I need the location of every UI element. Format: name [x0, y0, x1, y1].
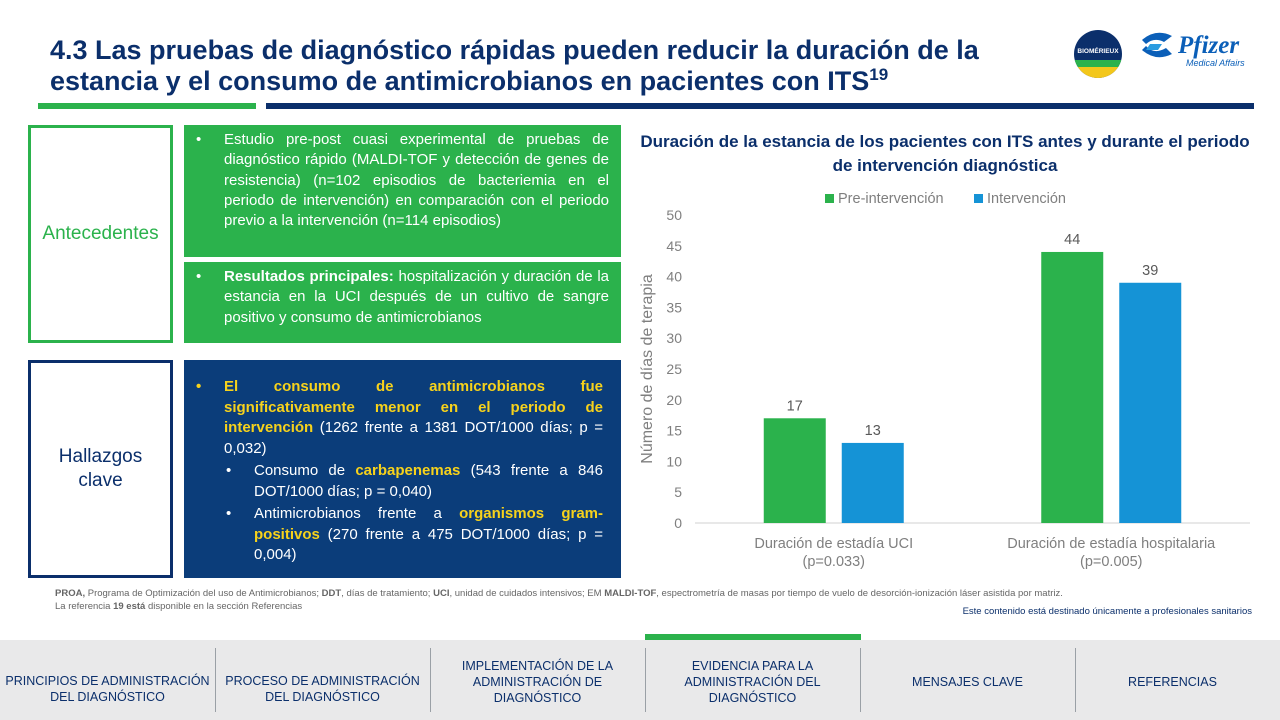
y-axis-label: Número de días de terapia — [639, 274, 656, 464]
y-tick-label: 25 — [666, 361, 682, 377]
disclaimer: Este contenido está destinado únicamente… — [962, 606, 1252, 617]
hallazgos-box: • El consumo de antimicrobianos fue sign… — [184, 360, 621, 578]
pfizer-logo-text: Pfizer — [1178, 32, 1240, 59]
footnote-fragment: , días de tratamiento; — [341, 588, 434, 599]
footnote: PROA, Programa de Optimización del uso d… — [55, 587, 1235, 613]
nav-item-implementacion[interactable]: IMPLEMENTACIÓN DE LA ADMINISTRACIÓN DE D… — [461, 659, 614, 705]
footnote-fragment: 19 está — [113, 601, 146, 612]
data-label: 13 — [865, 423, 881, 439]
footnote-fragment: UCI — [433, 588, 450, 599]
footnote-abbreviations: PROA, Programa de Optimización del uso d… — [55, 587, 1235, 600]
antecedentes-study-box: • Estudio pre-post cuasi experimental de… — [184, 125, 621, 257]
bullet-icon: • — [226, 505, 232, 522]
data-label: 44 — [1064, 232, 1080, 248]
page-title-text: 4.3 Las pruebas de diagnóstico rápidas p… — [50, 35, 979, 96]
bar-chart: Número de días de terapia 0 5 10 15 20 25 30 35 4… — [639, 191, 1250, 570]
x-tick-label: Duración de estadía UCI — [754, 536, 913, 552]
bar-pre-intervencion — [763, 418, 826, 523]
data-label: 17 — [787, 398, 803, 414]
hallazgos-sub1-text: Consumo de carbapenemas (543 frente a 84… — [254, 461, 603, 502]
nav-item-mensajes[interactable]: MENSAJES CLAVE — [912, 675, 1023, 689]
nav-separator — [215, 648, 216, 712]
y-tick-label: 10 — [666, 453, 682, 469]
footnote-fragment: , unidad de cuidados intensivos; EM — [449, 588, 605, 599]
y-tick-label: 35 — [666, 299, 682, 315]
bullet-icon: • — [226, 462, 232, 479]
y-tick-label: 30 — [666, 330, 682, 346]
y-tick-label: 15 — [666, 423, 682, 439]
legend-swatch — [825, 194, 834, 203]
footnote-fragment: MALDI-TOF — [604, 588, 657, 599]
hallazgos-label-text: Hallazgos clave — [58, 446, 143, 491]
antecedentes-label-text: Antecedentes — [42, 223, 159, 244]
title-underline-blue — [266, 103, 1254, 109]
sub1-highlight: carbapenemas — [355, 462, 461, 479]
pfizer-logo-subtext: Medical Affairs — [1186, 58, 1245, 68]
y-tick-label: 50 — [666, 207, 682, 223]
hallazgos-main-text: El consumo de antimicrobianos fue signif… — [224, 377, 603, 459]
nav-item-principios[interactable]: PRINCIPIOS DE ADMINISTRACIÓN DEL DIAGNÓS… — [5, 674, 210, 704]
antecedentes-study-text: Estudio pre-post cuasi experimental de p… — [224, 131, 609, 230]
title-reference: 19 — [869, 65, 889, 84]
bottom-navigation: PRINCIPIOS DE ADMINISTRACIÓN DEL DIAGNÓS… — [0, 640, 1280, 720]
chart-title: Duración de la estancia de los pacientes… — [640, 132, 1250, 175]
legend-label: Intervención — [987, 191, 1066, 207]
footnote-reference: La referencia 19 está disponible en la s… — [55, 600, 1235, 613]
footnote-fragment: La referencia — [55, 601, 114, 612]
hallazgos-label: Hallazgos clave — [28, 360, 173, 578]
y-tick-label: 20 — [666, 392, 682, 408]
bar-intervencion — [1119, 282, 1182, 523]
y-tick-label: 5 — [674, 484, 682, 500]
footnote-fragment: , espectrometría de masas por tiempo de … — [656, 588, 1063, 599]
x-tick-label: (p=0.005) — [1080, 554, 1142, 570]
legend-swatch — [974, 194, 983, 203]
nav-separator — [860, 648, 861, 712]
hallazgos-main-highlight: El consumo de antimicrobianos fue signif… — [224, 378, 603, 436]
nav-separator — [1075, 648, 1076, 712]
antecedentes-results-text: Resultados principales: hospitalización … — [224, 267, 609, 328]
y-tick-label: 45 — [666, 238, 682, 254]
footnote-fragment: Programa de Optimización del uso de Anti… — [85, 588, 322, 599]
bar-intervencion — [841, 442, 904, 523]
y-tick-label: 0 — [674, 515, 682, 531]
footnote-fragment: disponible en la sección Referencias — [145, 601, 303, 612]
antecedentes-label: Antecedentes — [28, 125, 173, 343]
nav-item-proceso[interactable]: PROCESO DE ADMINISTRACIÓN DEL DIAGNÓSTIC… — [225, 674, 420, 704]
footnote-fragment: PROA, — [55, 588, 86, 599]
data-label: 39 — [1142, 263, 1158, 279]
nav-item-evidencia[interactable]: EVIDENCIA PARA LA ADMINISTRACIÓN DEL DIA… — [684, 659, 821, 705]
bullet-icon: • — [196, 378, 202, 395]
pfizer-logo: Pfizer Medical Affairs — [1136, 28, 1246, 72]
page-title: 4.3 Las pruebas de diagnóstico rápidas p… — [50, 35, 1060, 97]
x-tick-label: (p=0.033) — [803, 554, 865, 570]
nav-active-indicator — [645, 634, 861, 642]
results-heading: Resultados principales: — [224, 268, 394, 285]
bullet-icon: • — [196, 131, 202, 148]
sub2-detail: (270 frente a 475 DOT/1000 días; p = 0,0… — [254, 525, 603, 564]
sub2-prefix: Antimicrobianos frente a — [254, 505, 460, 522]
results-description: hospitalización y duración de la estanci… — [224, 268, 609, 326]
title-underline-green — [38, 103, 256, 109]
biomerieux-logo: BIOMÉRIEUX — [1072, 28, 1124, 80]
sub1-detail: (543 frente a 846 DOT/1000 días; p = 0,0… — [254, 462, 604, 500]
sub2-highlight: organismos gram-positivos — [254, 505, 603, 543]
hallazgos-main-detail: (1262 frente a 1381 DOT/1000 días; p = 0… — [224, 419, 603, 457]
sub1-prefix: Consumo de — [254, 462, 356, 479]
nav-separator — [645, 648, 646, 712]
bar-pre-intervencion — [1041, 251, 1104, 523]
hallazgos-sub2-text: Antimicrobianos frente a organismos gram… — [254, 504, 603, 566]
nav-separator — [430, 648, 431, 712]
nav-item-referencias[interactable]: REFERENCIAS — [1128, 675, 1217, 689]
biomerieux-logo-text: BIOMÉRIEUX — [1077, 46, 1119, 55]
antecedentes-results-box: • Resultados principales: hospitalizació… — [184, 262, 621, 343]
bullet-icon: • — [196, 268, 202, 285]
footnote-fragment: DDT — [321, 588, 342, 599]
y-tick-label: 40 — [666, 269, 682, 285]
legend-label: Pre-intervención — [838, 191, 944, 207]
x-tick-label: Duración de estadía hospitalaria — [1007, 536, 1216, 552]
